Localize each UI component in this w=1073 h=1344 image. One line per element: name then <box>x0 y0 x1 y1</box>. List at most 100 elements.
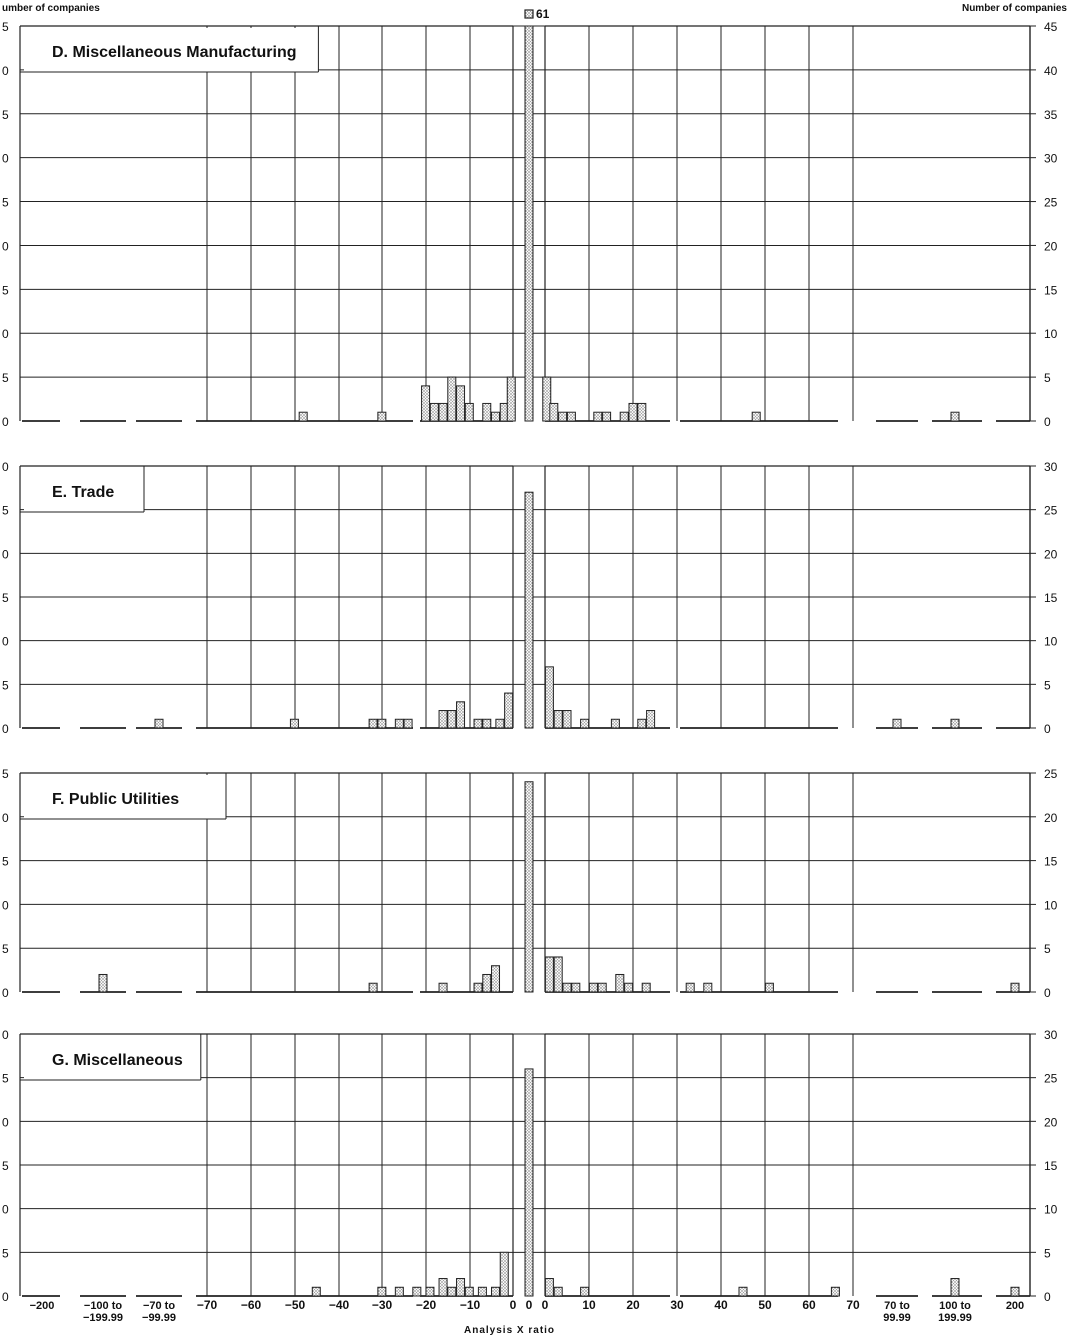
y-tick-label-right: 30 <box>1044 1028 1058 1042</box>
panel-title-box <box>24 28 319 72</box>
x-tick-label: −60 <box>241 1298 262 1312</box>
y-tick-label-right: 5 <box>1044 371 1051 385</box>
bar <box>597 982 607 993</box>
clipped-bar-label: 61 <box>536 7 550 21</box>
x-tick-sublabel: −99.99 <box>142 1312 176 1324</box>
bar <box>368 718 378 729</box>
bar <box>394 1286 404 1297</box>
y-tick-label-right: 15 <box>1044 855 1058 869</box>
panel-title: D. Miscellaneous Manufacturing <box>52 44 296 61</box>
bar <box>524 1068 534 1297</box>
bar <box>425 1286 435 1297</box>
bar <box>524 25 534 422</box>
panel-title: F. Public Utilities <box>52 791 179 808</box>
bar <box>703 982 713 993</box>
y-tick-label-left: 5 <box>2 767 9 781</box>
x-tick-label: 0 <box>526 1298 533 1312</box>
bar <box>950 1278 960 1297</box>
bar <box>553 956 563 993</box>
bar <box>421 385 431 422</box>
x-tick-label: −40 <box>329 1298 350 1312</box>
bar <box>482 973 492 993</box>
panel-title-box <box>24 775 226 819</box>
bar <box>368 982 378 993</box>
x-tick-label: 30 <box>670 1298 684 1312</box>
x-tick-label: −10 <box>460 1298 481 1312</box>
bar <box>751 411 761 422</box>
y-tick-label-left: 0 <box>2 1203 9 1217</box>
y-tick-label-left: 0 <box>2 1028 9 1042</box>
bar <box>610 718 620 729</box>
panel-title-box <box>24 1036 201 1080</box>
y-tick-label-right: 35 <box>1044 108 1058 122</box>
x-axis-title: Analysis X ratio <box>464 1325 556 1336</box>
bar <box>571 982 581 993</box>
y-tick-label-right: 20 <box>1044 239 1058 253</box>
x-tick-label: 50 <box>758 1298 772 1312</box>
bar <box>628 402 638 422</box>
x-tick-label: 20 <box>626 1298 640 1312</box>
bar <box>499 1251 509 1297</box>
bar <box>646 710 656 729</box>
bar <box>637 718 647 729</box>
x-tick-label: 10 <box>582 1298 596 1312</box>
bar <box>438 710 448 729</box>
bar <box>619 411 629 422</box>
panel-1: D. Miscellaneous Manufacturing 0 0 5 5 0 10 5 15… <box>2 7 1058 429</box>
y-tick-label-right: 15 <box>1044 283 1058 297</box>
bar <box>447 1286 457 1297</box>
y-tick-label-left: 0 <box>2 64 9 78</box>
bar <box>447 376 457 422</box>
bar <box>544 666 554 729</box>
panel-title: G. Miscellaneous <box>52 1052 183 1069</box>
y-tick-label-right: 10 <box>1044 1203 1058 1217</box>
bar <box>456 385 466 422</box>
panel-2: E. Trade 0 0 5 5 0 10 5 15 0 20 5 25 0 30 <box>2 460 1058 736</box>
y-tick-label-right: 10 <box>1044 327 1058 341</box>
bar <box>473 718 483 729</box>
y-axis-title-right: Number of companies <box>961 3 1067 14</box>
bar <box>482 718 492 729</box>
y-tick-label-left: 0 <box>2 1115 9 1129</box>
y-tick-label-left: 0 <box>2 460 9 474</box>
y-tick-label-left: 5 <box>2 108 9 122</box>
y-tick-label-left: 5 <box>2 371 9 385</box>
bar <box>602 411 612 422</box>
y-tick-label-left: 0 <box>2 327 9 341</box>
bar <box>542 376 552 422</box>
bar <box>1010 1286 1020 1297</box>
x-tick-label: 0 <box>542 1298 549 1312</box>
x-tick-sublabel: 199.99 <box>938 1312 972 1324</box>
panel-4: G. Miscellaneous 0 0 5 5 0 10 5 15 0 20 5 25 0 30 <box>2 1028 1058 1304</box>
bar <box>544 1278 554 1297</box>
y-tick-label-left: 0 <box>2 1290 9 1304</box>
bar <box>506 376 516 422</box>
bar <box>394 718 404 729</box>
bar <box>473 982 483 993</box>
y-tick-label-right: 0 <box>1044 415 1051 429</box>
y-tick-label-right: 30 <box>1044 152 1058 166</box>
y-tick-label-right: 25 <box>1044 196 1058 210</box>
y-tick-label-right: 30 <box>1044 460 1058 474</box>
y-tick-label-right: 5 <box>1044 678 1051 692</box>
y-tick-label-left: 0 <box>2 547 9 561</box>
y-tick-label-right: 5 <box>1044 1246 1051 1260</box>
bar <box>429 402 439 422</box>
y-tick-label-left: 0 <box>2 415 9 429</box>
bar <box>892 718 902 729</box>
x-tick-label: 0 <box>510 1298 517 1312</box>
bar <box>491 1286 501 1297</box>
y-tick-label-right: 5 <box>1044 942 1051 956</box>
bar <box>456 701 466 729</box>
x-tick-label: −70 <box>197 1298 218 1312</box>
bar <box>491 965 501 993</box>
y-tick-label-left: 5 <box>2 591 9 605</box>
bar <box>403 718 413 729</box>
bar <box>524 491 534 729</box>
x-tick-label: 70 to <box>884 1300 910 1312</box>
bar <box>377 718 387 729</box>
bar <box>544 956 554 993</box>
bar <box>377 1286 387 1297</box>
bar <box>562 982 572 993</box>
